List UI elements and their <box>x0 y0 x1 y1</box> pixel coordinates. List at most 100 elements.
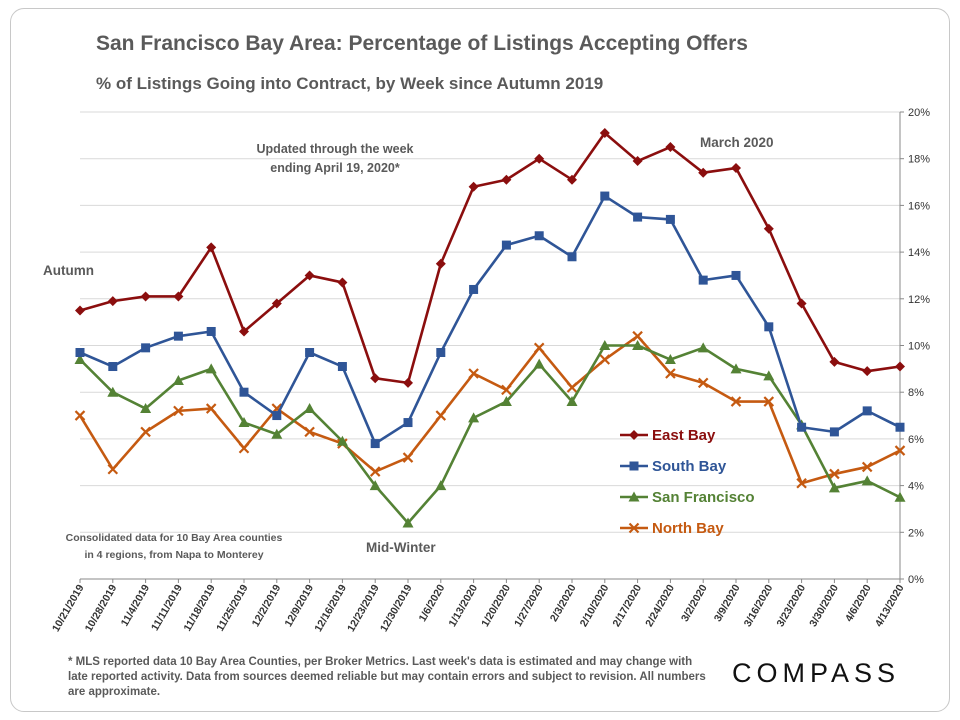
legend-item-south-bay: South Bay <box>620 458 727 475</box>
data-point <box>141 343 151 353</box>
x-tick-label: 3/2/2020 <box>679 582 710 624</box>
compass-logo: COMPASS <box>732 658 901 688</box>
gridlines <box>80 111 900 533</box>
data-point <box>567 252 577 262</box>
legend-label: North Bay <box>652 520 724 537</box>
chart-title: San Francisco Bay Area: Percentage of Li… <box>96 32 748 55</box>
series-south-bay <box>75 191 905 449</box>
data-point <box>763 370 775 381</box>
x-tick-label: 11/18/2019 <box>181 582 217 633</box>
data-point <box>206 326 216 336</box>
legend-item-north-bay: North Bay <box>620 520 724 537</box>
data-point <box>140 403 152 414</box>
data-point <box>632 156 643 167</box>
data-point <box>600 191 610 201</box>
x-tick-label: 11/11/2019 <box>149 582 185 633</box>
x-marker-stroke <box>730 396 742 407</box>
footnote: * MLS reported data 10 Bay Area Counties… <box>68 656 706 698</box>
data-point <box>75 348 85 358</box>
x-marker-stroke <box>107 463 119 475</box>
x-tick-label: 10/21/2019 <box>50 582 87 634</box>
data-point <box>337 277 348 288</box>
data-point <box>205 403 217 414</box>
data-point <box>436 348 446 358</box>
data-point <box>534 231 544 241</box>
data-point <box>763 396 775 407</box>
data-point <box>862 366 873 377</box>
data-point <box>763 223 774 234</box>
x-tick-label: 11/25/2019 <box>214 582 250 633</box>
data-point <box>829 427 839 437</box>
data-point <box>140 291 151 302</box>
x-tick-label: 4/13/2020 <box>873 582 907 629</box>
data-point <box>304 403 316 414</box>
chart-subtitle: % of Listings Going into Contract, by We… <box>96 74 604 93</box>
x-tick-label: 12/2/2019 <box>250 582 284 629</box>
x-tick-label: 3/23/2020 <box>774 582 808 629</box>
data-point <box>628 491 640 502</box>
data-point <box>797 422 807 432</box>
data-point <box>533 342 545 354</box>
x-tick-label: 2/24/2020 <box>643 582 677 629</box>
data-point <box>599 340 611 350</box>
data-point <box>861 475 873 486</box>
data-point <box>173 405 184 417</box>
data-point <box>894 491 906 502</box>
x-tick-label: 3/30/2020 <box>807 582 841 629</box>
data-point <box>599 354 611 365</box>
x-tick-label: 12/30/2019 <box>378 582 415 634</box>
data-point <box>796 298 807 309</box>
data-point <box>500 396 512 407</box>
data-point <box>534 153 545 164</box>
x-tick-label: 10/28/2019 <box>83 582 120 634</box>
data-point <box>468 412 480 423</box>
x-marker-stroke <box>599 354 611 365</box>
x-tick-label: 1/13/2020 <box>446 582 480 629</box>
data-point <box>469 284 479 294</box>
data-point <box>731 163 741 174</box>
x-marker-stroke <box>238 442 250 454</box>
legend-item-san-francisco: San Francisco <box>620 489 755 506</box>
data-point <box>828 482 840 493</box>
x-marker-stroke <box>628 522 640 534</box>
x-marker-stroke <box>205 403 217 414</box>
x-tick-label: 1/27/2020 <box>512 582 546 629</box>
data-point <box>730 396 742 407</box>
data-point <box>566 382 578 393</box>
data-point <box>75 305 85 316</box>
legend-label: East Bay <box>652 427 716 444</box>
data-point <box>337 362 347 372</box>
data-point <box>533 358 545 369</box>
annotation-consolidated-line2: in 4 regions, from Napa to Monterey <box>84 549 263 561</box>
data-point <box>796 477 807 489</box>
x-tick-label: 12/9/2019 <box>282 582 316 629</box>
x-tick-label: 12/16/2019 <box>312 582 349 634</box>
x-marker-stroke <box>894 445 906 456</box>
data-point <box>895 422 905 432</box>
x-tick-label: 3/16/2020 <box>742 582 776 629</box>
data-point <box>764 322 774 332</box>
data-point <box>403 418 413 428</box>
data-point <box>698 275 708 285</box>
data-point <box>108 362 118 372</box>
data-point <box>271 298 282 309</box>
data-point <box>829 468 840 480</box>
data-point <box>468 368 479 379</box>
series-line <box>79 131 901 385</box>
data-point <box>861 461 873 473</box>
data-point <box>697 342 709 353</box>
annotation-updated-line1: Updated through the week <box>257 142 414 156</box>
data-point <box>369 466 381 477</box>
x-marker-stroke <box>566 382 578 393</box>
data-point <box>336 435 348 446</box>
data-point <box>665 142 676 153</box>
data-point <box>664 354 676 365</box>
y-tick-label: 6% <box>908 434 924 446</box>
y-tick-label: 2% <box>908 527 924 539</box>
data-point <box>628 522 640 534</box>
data-point <box>206 242 217 253</box>
data-point <box>895 361 905 372</box>
data-point <box>501 174 512 185</box>
data-point <box>238 442 250 454</box>
series-san-francisco <box>74 340 906 528</box>
